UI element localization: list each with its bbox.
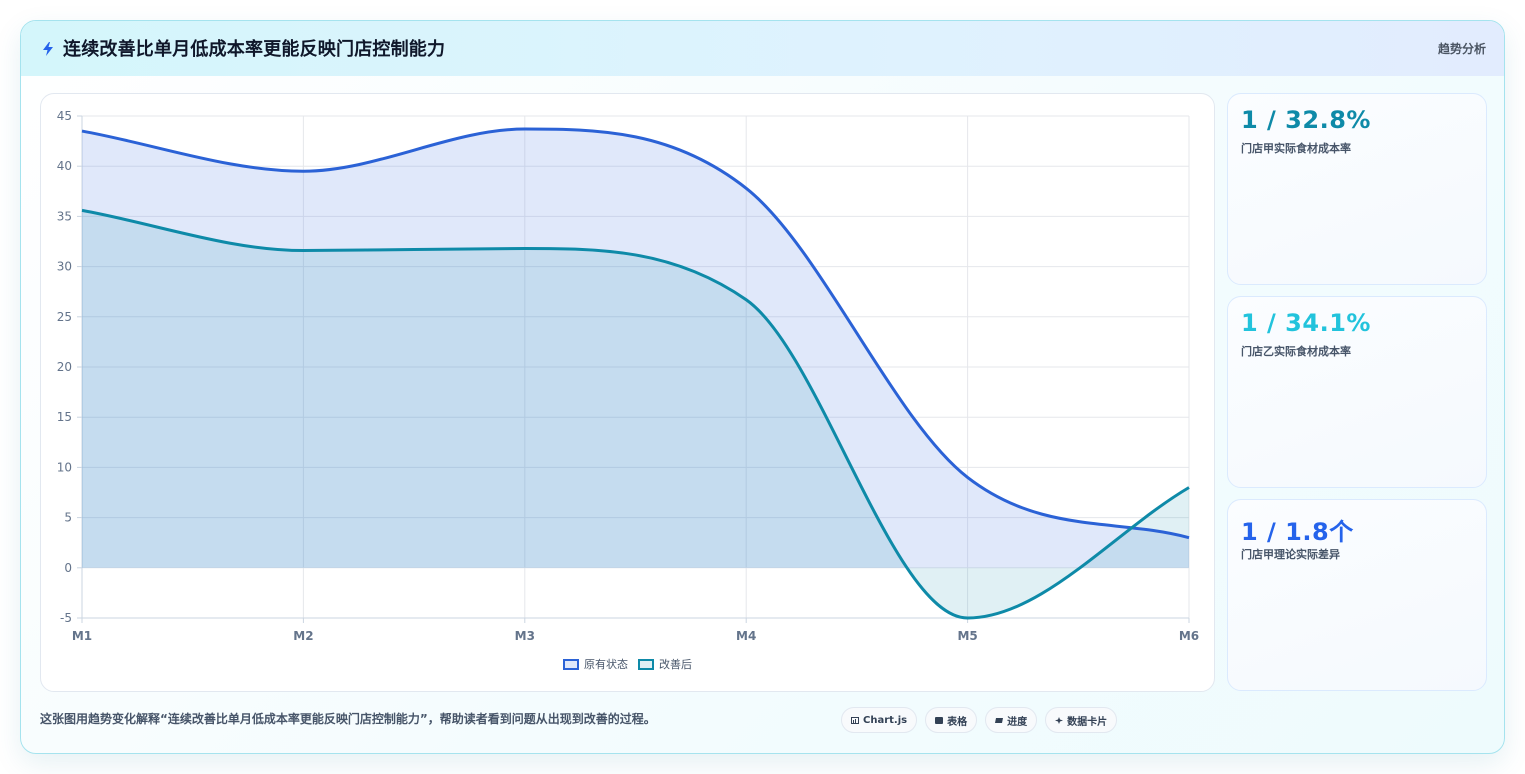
chip-label: 进度 [1007, 716, 1028, 728]
stat-card-store-b-cost: 1 / 34.1% 门店乙实际食材成本率 [1227, 296, 1487, 488]
y-tick-label: 45 [57, 109, 72, 123]
x-tick-label: M2 [293, 629, 313, 643]
series-line-1 [81, 208, 1190, 620]
chip-label: 数据卡片 [1067, 716, 1108, 728]
chip-table[interactable]: 表格 [925, 707, 978, 733]
trend-analysis-tag[interactable]: 趋势分析 [1437, 42, 1486, 56]
y-tick-label: 35 [57, 209, 72, 223]
stat-label: 门店乙实际食材成本率 [1241, 345, 1351, 358]
legend-item-improved[interactable]: 改善后 [638, 655, 692, 673]
table-icon [935, 716, 944, 724]
chart-legend: 原有状态 改善后 [41, 655, 1214, 673]
chart-icon [851, 716, 859, 724]
legend-swatch-original [563, 658, 579, 670]
stat-label: 门店甲理论实际差异 [1241, 548, 1340, 561]
y-tick-label: 40 [57, 159, 72, 173]
card-header: 连续改善比单月低成本率更能反映门店控制能力 趋势分析 [21, 21, 1504, 76]
chip-label: Chart.js [863, 714, 908, 726]
y-tick-label: 0 [64, 561, 72, 575]
chip-label: 表格 [947, 716, 968, 728]
chip-data-card[interactable]: 数据卡片 [1045, 707, 1118, 733]
x-tick-label: M3 [515, 629, 535, 643]
y-tick-label: 5 [64, 511, 72, 525]
legend-swatch-improved [638, 658, 654, 670]
stat-card-store-a-cost: 1 / 32.8% 门店甲实际食材成本率 [1227, 93, 1487, 285]
chip-progress[interactable]: 进度 [985, 707, 1038, 733]
y-tick-label: 20 [57, 360, 72, 374]
x-tick-label: M5 [957, 629, 977, 643]
x-tick-label: M1 [72, 629, 92, 643]
stat-value: 1 / 34.1% [1241, 309, 1371, 337]
stat-card-store-a-variance: 1 / 1.8个 门店甲理论实际差异 [1227, 499, 1487, 691]
lightning-icon [43, 42, 53, 56]
x-tick-label: M6 [1179, 629, 1199, 643]
series-line-0 [81, 127, 1190, 540]
stat-value: 1 / 32.8% [1241, 106, 1371, 134]
page-title: 连续改善比单月低成本率更能反映门店控制能力 [63, 39, 446, 60]
legend-label-improved: 改善后 [659, 658, 692, 671]
y-tick-label: 25 [57, 310, 72, 324]
chip-chartjs[interactable]: Chart.js [841, 707, 918, 733]
stat-label: 门店甲实际食材成本率 [1241, 142, 1351, 155]
y-tick-label: 15 [57, 410, 72, 424]
chart-card: 连续改善比单月低成本率更能反映门店控制能力 趋势分析 45 40 35 30 25 20 1… [20, 20, 1505, 754]
area-chart: 45 40 35 30 25 20 15 10 5 0 -5M1 M2 M3 M4 M5 M6 [57, 109, 1199, 643]
y-tick-label: 10 [57, 460, 72, 474]
x-tick-label: M4 [736, 629, 756, 643]
chart-panel: 45 40 35 30 25 20 15 10 5 0 -5 M1 M2 M3 M4 M5 M6 原有状态 改善… [40, 93, 1215, 692]
series-area-1 [82, 210, 1189, 618]
y-tick-label: -5 [60, 611, 72, 625]
progress-icon [995, 717, 1004, 723]
stat-value: 1 / 1.8个 [1241, 518, 1354, 546]
legend-label-original: 原有状态 [584, 658, 628, 671]
chart-description: 这张图用趋势变化解释“连续改善比单月低成本率更能反映门店控制能力”，帮助读者看到… [40, 712, 656, 726]
tech-chips: Chart.js 表格 进度 数据卡片 [841, 707, 1118, 733]
card-icon [1055, 716, 1064, 724]
y-tick-label: 30 [57, 260, 72, 274]
series-area-0 [82, 129, 1189, 568]
legend-item-original[interactable]: 原有状态 [563, 655, 628, 673]
